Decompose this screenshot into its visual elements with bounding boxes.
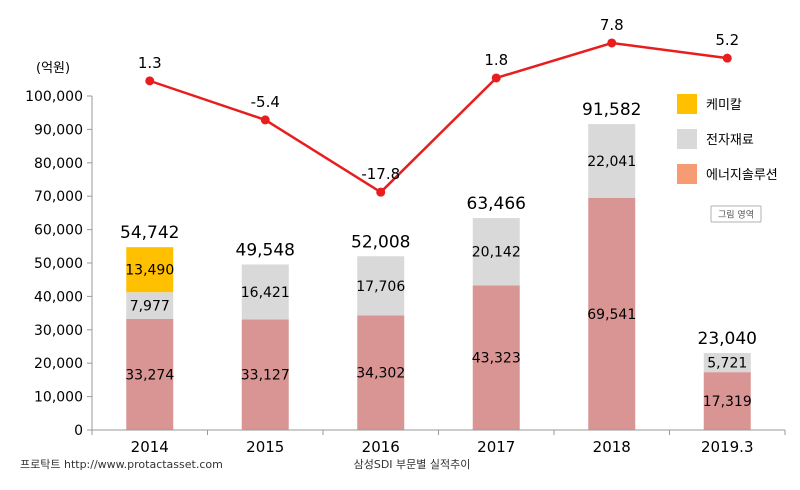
bar-total-label: 23,040 xyxy=(698,329,757,349)
bar-segment-label: 33,274 xyxy=(125,367,174,383)
bar-segment xyxy=(703,353,751,373)
growth-line: 1.3 -5.4 -17.8 1.8 7.8 5.2 xyxy=(138,16,739,197)
bar-segment-label: 34,302 xyxy=(356,366,405,382)
legend-swatch xyxy=(677,164,697,184)
growth-point xyxy=(722,53,732,63)
y-tick-label: 50,000 xyxy=(34,256,83,272)
bar-segment xyxy=(241,264,289,320)
x-tick-label: 2015 xyxy=(246,438,284,456)
x-tick-label: 2019.3 xyxy=(701,438,754,456)
y-unit-label: (억원) xyxy=(36,61,70,76)
y-tick-label: 60,000 xyxy=(34,223,83,239)
bar-segment-label: 20,142 xyxy=(472,245,521,261)
bar-segment xyxy=(126,318,174,430)
growth-label: 7.8 xyxy=(600,16,624,34)
growth-point xyxy=(607,38,617,48)
legend-label: 에너지솔루션 xyxy=(706,168,778,183)
growth-label: -5.4 xyxy=(251,93,280,111)
bar-total-label: 63,466 xyxy=(467,194,526,214)
legend-swatch xyxy=(677,94,697,114)
bar-segment-label: 17,319 xyxy=(703,394,752,410)
bar-segment-label: 43,323 xyxy=(472,351,521,367)
y-tick-label: 30,000 xyxy=(34,323,83,339)
x-tick-label: 2014 xyxy=(131,438,169,456)
y-tick-label: 20,000 xyxy=(34,356,83,372)
y-tick-label: 90,000 xyxy=(34,122,83,138)
growth-line-path xyxy=(149,41,728,194)
bar-segment xyxy=(588,124,636,198)
bar-segment-label: 7,977 xyxy=(130,299,170,315)
bar-segment-label: 33,127 xyxy=(241,368,290,384)
bar-segment-label: 22,041 xyxy=(587,154,636,170)
x-tick-label: 2018 xyxy=(593,438,631,456)
growth-label: 1.8 xyxy=(484,51,508,69)
y-tick-label: 100,000 xyxy=(25,89,83,105)
growth-point xyxy=(145,76,155,86)
bar-total-label: 49,548 xyxy=(236,241,295,261)
growth-point xyxy=(491,73,501,83)
bar-segment-label: 5,721 xyxy=(707,356,747,372)
source-footer: 프로탁트 http://www.protactasset.com xyxy=(20,458,223,471)
legend-swatch xyxy=(677,129,697,149)
bar-total-label: 91,582 xyxy=(582,100,641,120)
bar-total-label: 52,008 xyxy=(351,232,410,252)
y-tick-label: 0 xyxy=(74,423,83,439)
growth-label: 5.2 xyxy=(715,31,739,49)
bar-segment-label: 17,706 xyxy=(356,279,405,295)
growth-point xyxy=(260,115,270,125)
y-axis: 0 10,000 20,000 30,000 40,000 50,000 60,000 70,… xyxy=(25,89,93,439)
bar-segment xyxy=(472,285,520,430)
bar-segment xyxy=(703,372,751,430)
y-tick-label: 70,000 xyxy=(34,189,83,205)
x-tick-label: 2016 xyxy=(362,438,400,456)
y-tick-label: 40,000 xyxy=(34,289,83,305)
x-axis: 2014 2015 2016 2017 2018 2019.3 xyxy=(91,429,786,456)
bar-segment-label: 13,490 xyxy=(125,263,174,279)
y-tick-label: 80,000 xyxy=(34,156,83,172)
y-tick-label: 10,000 xyxy=(34,390,83,406)
plot-area-tag: 그림 영역 xyxy=(710,205,762,223)
growth-point xyxy=(376,187,386,197)
legend-label: 전자재료 xyxy=(706,133,754,148)
bar-segment xyxy=(357,256,405,316)
growth-label: -17.8 xyxy=(361,165,400,183)
legend-label: 케미칼 xyxy=(706,98,742,113)
bar-segment xyxy=(588,197,636,430)
bar-segment xyxy=(126,292,174,319)
x-tick-label: 2017 xyxy=(477,438,515,456)
bars: 33,274 7,977 13,490 54,742 33,127 16,421 49,54… xyxy=(120,100,757,430)
bar-segment xyxy=(241,319,289,430)
plot-area-label: 그림 영역 xyxy=(718,209,754,221)
bar-total-label: 54,742 xyxy=(120,223,179,243)
growth-label: 1.3 xyxy=(138,54,162,72)
bar-segment-label: 16,421 xyxy=(241,285,290,301)
chart-caption: 삼성SDI 부문별 실적추이 xyxy=(354,458,471,471)
bar-segment xyxy=(472,218,520,286)
bar-segment xyxy=(357,315,405,430)
bar-segment-label: 69,541 xyxy=(587,307,636,323)
bar-segment xyxy=(126,247,174,293)
